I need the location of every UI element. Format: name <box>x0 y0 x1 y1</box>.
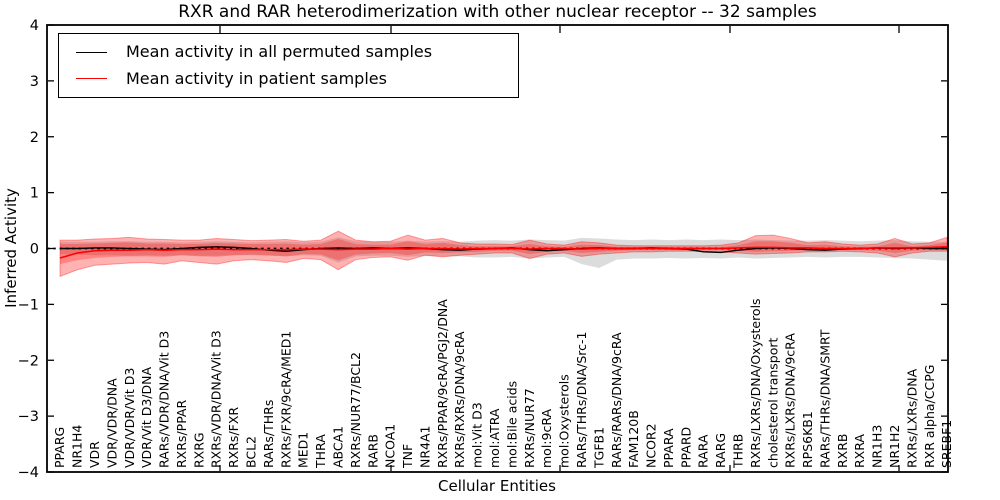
x-category-label: VDR/VDR/Vit D3 <box>122 368 137 468</box>
x-category-label: RXRB <box>835 433 850 468</box>
x-category-label: RXRs/VDR/DNA/Vit D3 <box>209 330 224 468</box>
x-category-label: ABCA1 <box>330 426 345 468</box>
x-category-label: RARG <box>713 433 728 468</box>
y-tick-label: −3 <box>18 409 39 425</box>
y-tick-label: 3 <box>30 74 39 90</box>
x-category-label: MED1 <box>296 432 311 468</box>
x-category-label: NCOR2 <box>644 423 659 468</box>
x-category-label: mol:9cRA <box>539 408 554 468</box>
x-category-label: NR1H4 <box>70 425 85 468</box>
x-category-label: THRB <box>730 434 745 469</box>
legend-label: Mean activity in patient samples <box>126 68 387 88</box>
x-category-label: RXRs/PPAR <box>174 400 189 468</box>
x-axis-label: Cellular Entities <box>438 477 556 495</box>
x-category-label: FAM120B <box>626 410 641 468</box>
x-category-label: RPS6KB1 <box>800 411 815 468</box>
x-category-label: RARs/THRs <box>261 400 276 468</box>
x-category-label: RXRs/LXRs/DNA/9cRA <box>783 333 798 468</box>
line-layer <box>47 246 948 259</box>
x-category-label: NR1H2 <box>887 425 902 468</box>
patient-line-swatch <box>76 78 107 80</box>
x-category-label: NR1H3 <box>870 425 885 468</box>
y-tick-label: 2 <box>30 130 39 146</box>
x-category-label: VDR/Vit D3/DNA <box>139 367 154 468</box>
plot-border <box>46 24 949 473</box>
y-axis-label: Inferred Activity <box>2 188 20 308</box>
x-category-label: NCOA1 <box>383 424 398 468</box>
x-category-label: PPARA <box>661 428 676 468</box>
x-category-label: cholesterol transport <box>765 337 780 468</box>
x-category-label: mol:Vit D3 <box>470 402 485 468</box>
patient-samples-range-inner-band <box>60 239 947 265</box>
x-category-label: RARB <box>365 434 380 468</box>
legend-label: Mean activity in all permuted samples <box>126 42 433 62</box>
y-tick-label: 1 <box>30 186 39 202</box>
y-tick-label: 0 <box>30 242 39 258</box>
y-tick-label: −1 <box>18 297 39 313</box>
x-category-label: RXRs/NUR77 <box>522 388 537 468</box>
x-category-label: VDR <box>87 441 102 468</box>
x-category-label: RXRs/PPAR/9cRA/PGJ2/DNA <box>435 299 450 468</box>
x-category-label: VDR/VDR/DNA <box>104 378 119 468</box>
x-category-label: RARs/THRs/DNA/Src-1 <box>574 332 589 468</box>
x-category-label: RARs/THRs/DNA/SMRT <box>817 329 832 468</box>
x-category-label: RXRs/LXRs/DNA/Oxysterols <box>748 298 763 468</box>
x-category-label: TNF <box>400 444 415 469</box>
permuted-samples-range-band <box>60 237 947 269</box>
y-tick-label: −2 <box>18 353 39 369</box>
x-category-label: THRA <box>313 434 328 469</box>
x-category-label: RXRs/NUR77/BCL2 <box>348 352 363 468</box>
x-category-label: RXRG <box>191 432 206 468</box>
band-layer <box>59 230 948 278</box>
patient-mean-line <box>59 246 948 259</box>
x-category-label: PPARG <box>52 427 67 468</box>
x-category-label: TGFB1 <box>591 427 606 469</box>
x-category-label: RARs/VDR/DNA/Vit D3 <box>157 331 172 468</box>
y-tick-label: −4 <box>18 465 39 481</box>
x-category-label: RARs/RARs/DNA/9cRA <box>609 332 624 468</box>
x-category-label: mol:Oxysterols <box>557 374 572 468</box>
x-category-label: RXRA <box>852 434 867 468</box>
x-category-label: SREBF1 <box>939 420 954 468</box>
legend-entry-permuted: Mean activity in all permuted samples <box>76 44 518 60</box>
y-tick-label: 4 <box>30 18 39 34</box>
x-category-label: mol:ATRA <box>487 408 502 468</box>
legend: Mean activity in all permuted samples Me… <box>58 33 519 98</box>
axes-frame-layer <box>46 24 949 473</box>
x-category-label: RXRs/FXR <box>226 407 241 468</box>
x-category-label: PPARD <box>678 427 693 468</box>
x-category-label: RARA <box>696 434 711 468</box>
x-category-label: RXR alpha/CCPG <box>922 365 937 468</box>
x-category-label: RXRs/RXRs/DNA/9cRA <box>452 331 467 468</box>
x-category-label: RXRs/LXRs/DNA <box>904 368 919 468</box>
x-category-label: RXRs/FXR/9cRA/MED1 <box>278 331 293 468</box>
x-category-label: NR4A1 <box>417 426 432 469</box>
x-category-label: mol:Bile acids <box>504 381 519 468</box>
chart-title: RXR and RAR heterodimerization with othe… <box>178 2 817 22</box>
patient-samples-range-outer-band <box>59 230 948 278</box>
legend-entry-patient: Mean activity in patient samples <box>76 68 518 88</box>
permuted-line-swatch <box>76 51 107 53</box>
x-category-label: BCL2 <box>244 436 259 468</box>
